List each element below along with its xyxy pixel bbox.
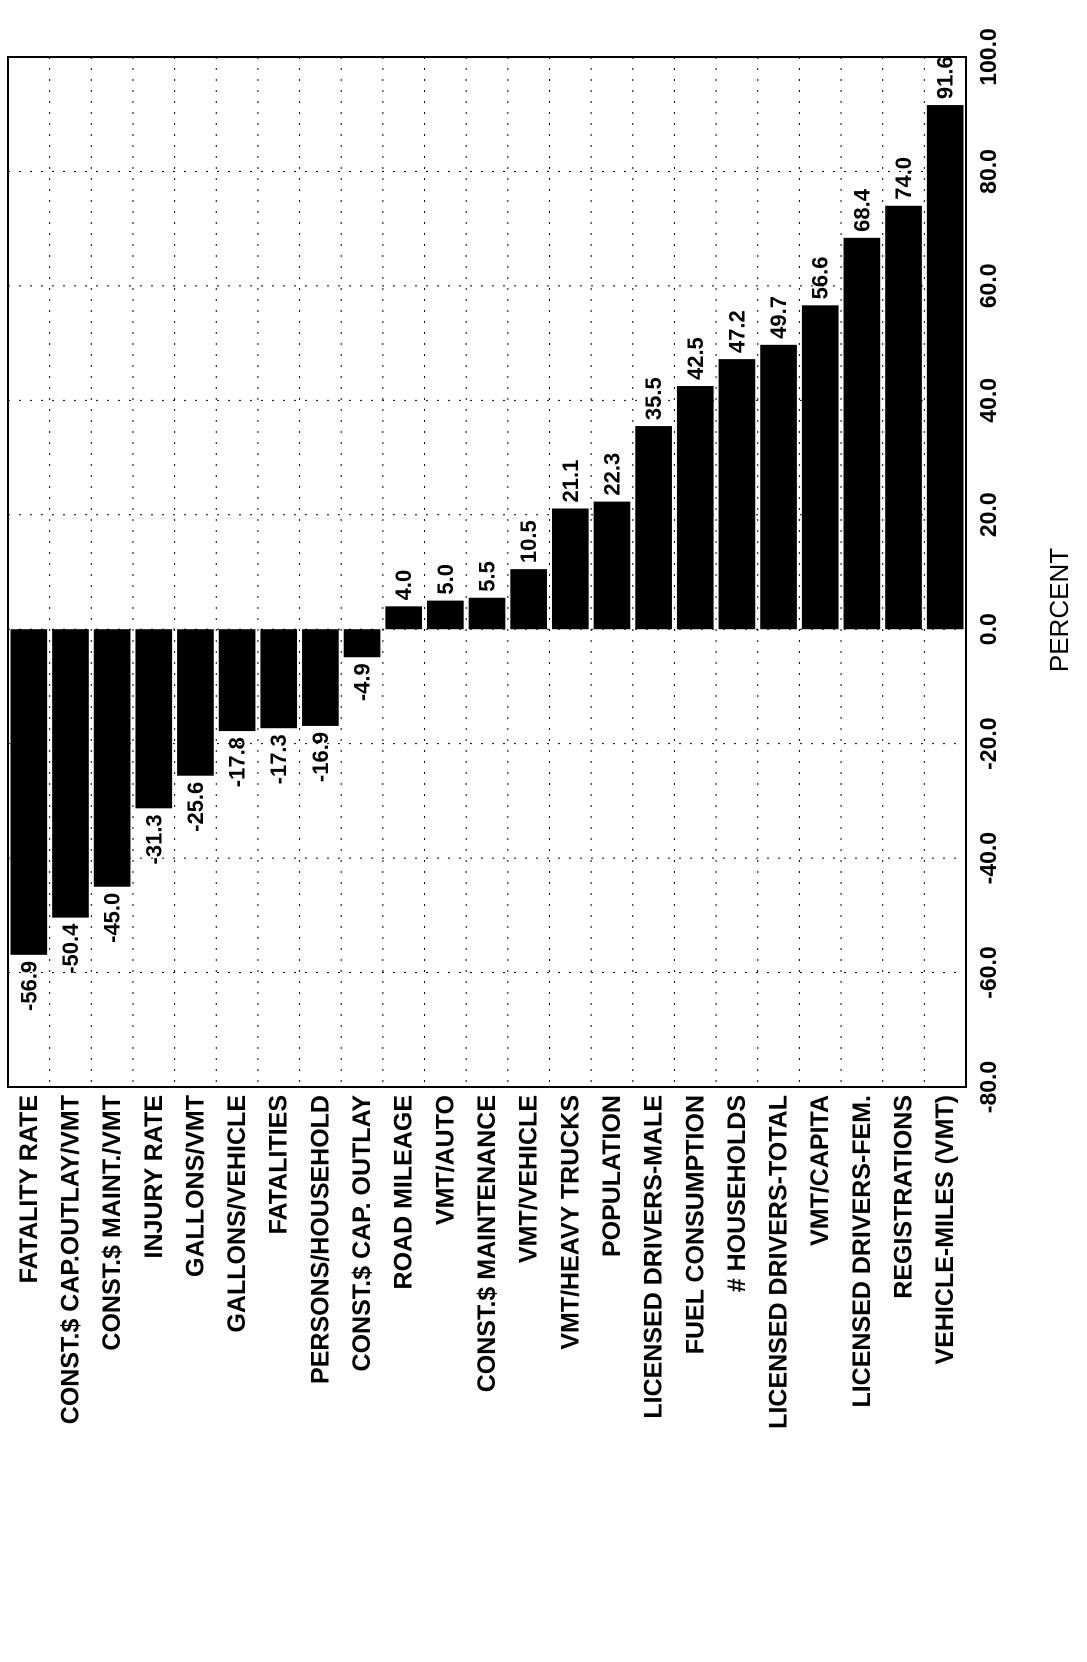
bar-12 — [510, 569, 547, 630]
bar-0 — [10, 629, 48, 955]
category-label-3: INJURY RATE — [140, 1095, 168, 1258]
category-label-10: VMT/AUTO — [431, 1095, 459, 1225]
category-label-4: GALLONS/VMT — [181, 1095, 209, 1277]
category-label-1: CONST.$ CAP.OUTLAY/VMT — [56, 1095, 84, 1424]
bar-16 — [676, 386, 714, 630]
value-label-20: 68.4 — [849, 188, 874, 232]
value-label-4: -25.6 — [183, 782, 208, 832]
category-label-5: GALLONS/VEHICLE — [223, 1095, 251, 1333]
value-label-14: 22.3 — [599, 453, 624, 496]
bar-7 — [302, 629, 339, 726]
value-labels: -56.9 -50.4 -45.0 -31.3 -25.6 -17.8 -17.3 -16.9… — [16, 56, 957, 1011]
value-label-13: 21.1 — [558, 460, 583, 503]
category-label-7: PERSONS/HOUSEHOLD — [306, 1095, 334, 1384]
category-label-18: LICENSED DRIVERS-TOTAL — [765, 1095, 793, 1429]
value-label-7: -16.9 — [308, 732, 333, 782]
bar-22 — [926, 105, 964, 630]
tick-label-9: 100.0 — [975, 28, 1001, 86]
value-label-11: 5.5 — [475, 561, 500, 592]
category-label-17: # HOUSEHOLDS — [723, 1095, 751, 1292]
category-label-21: REGISTRATIONS — [890, 1095, 918, 1299]
category-label-11: CONST.$ MAINTENANCE — [473, 1095, 501, 1392]
category-label-22: VEHICLE-MILES (VMT) — [931, 1095, 959, 1364]
bar-11 — [468, 597, 506, 630]
bar-19 — [801, 305, 839, 630]
category-label-8: CONST.$ CAP. OUTLAY — [348, 1095, 376, 1372]
value-label-17: 47.2 — [724, 310, 749, 353]
category-label-0: FATALITY RATE — [15, 1095, 43, 1283]
value-label-9: 4.0 — [391, 570, 416, 601]
bar-17 — [718, 359, 756, 630]
category-labels: FATALITY RATE CONST.$ CAP.OUTLAY/VMT CONST… — [15, 1095, 959, 1429]
value-label-15: 35.5 — [641, 377, 666, 420]
gridlines — [8, 57, 966, 1087]
category-label-14: POPULATION — [598, 1095, 626, 1257]
category-label-9: ROAD MILEAGE — [390, 1095, 418, 1289]
bar-13 — [551, 508, 589, 630]
tick-label-2: -40.0 — [975, 832, 1001, 884]
bar-9 — [385, 606, 423, 630]
category-label-13: VMT/HEAVY TRUCKS — [556, 1095, 584, 1350]
tick-label-0: -80.0 — [975, 1061, 1001, 1113]
tick-label-5: 20.0 — [975, 492, 1001, 537]
value-label-2: -45.0 — [100, 893, 125, 943]
bar-8 — [343, 629, 381, 658]
category-label-16: FUEL CONSUMPTION — [681, 1095, 709, 1354]
bar-20 — [843, 237, 881, 630]
value-label-10: 5.0 — [433, 564, 458, 595]
bar-5 — [218, 629, 256, 732]
value-label-22: 91.6 — [933, 56, 958, 99]
value-label-21: 74.0 — [891, 157, 916, 200]
category-label-20: LICENSED DRIVERS-FEM. — [848, 1095, 876, 1408]
axis-title: PERCENT — [1044, 548, 1074, 672]
tick-label-8: 80.0 — [975, 149, 1001, 194]
value-label-8: -4.9 — [350, 663, 375, 701]
bar-2 — [93, 629, 131, 887]
category-label-6: FATALITIES — [265, 1095, 293, 1234]
value-label-3: -31.3 — [141, 814, 166, 864]
category-label-19: VMT/CAPITA — [806, 1095, 834, 1246]
bar-21 — [885, 205, 922, 630]
plot-frame — [7, 56, 967, 1088]
bar-3 — [135, 629, 173, 809]
value-label-5: -17.8 — [225, 737, 250, 787]
value-label-19: 56.6 — [808, 257, 833, 300]
tick-label-6: 40.0 — [975, 378, 1001, 423]
bar-6 — [260, 629, 298, 729]
value-label-16: 42.5 — [683, 337, 708, 380]
tick-label-3: -20.0 — [975, 717, 1001, 769]
tick-label-1: -60.0 — [975, 946, 1001, 998]
bar-14 — [593, 501, 631, 630]
tick-label-7: 60.0 — [975, 264, 1001, 309]
bars — [10, 105, 964, 955]
category-label-2: CONST.$ MAINT./VMT — [98, 1095, 126, 1351]
tick-labels: -80.0 -60.0 -40.0 -20.0 0.0 20.0 40.0 60.0 80.0 1… — [975, 28, 1001, 1113]
value-label-6: -17.3 — [266, 734, 291, 784]
tick-label-4: 0.0 — [975, 613, 1001, 645]
bar-1 — [52, 629, 89, 918]
bar-4 — [177, 629, 214, 776]
value-label-1: -50.4 — [58, 923, 83, 974]
category-label-12: VMT/VEHICLE — [515, 1095, 543, 1263]
value-label-12: 10.5 — [516, 520, 541, 563]
value-label-18: 49.7 — [766, 296, 791, 339]
value-label-0: -56.9 — [16, 961, 41, 1011]
bar-10 — [427, 600, 464, 630]
bar-15 — [635, 426, 672, 630]
bar-18 — [760, 344, 797, 630]
category-label-15: LICENSED DRIVERS-MALE — [640, 1095, 668, 1419]
